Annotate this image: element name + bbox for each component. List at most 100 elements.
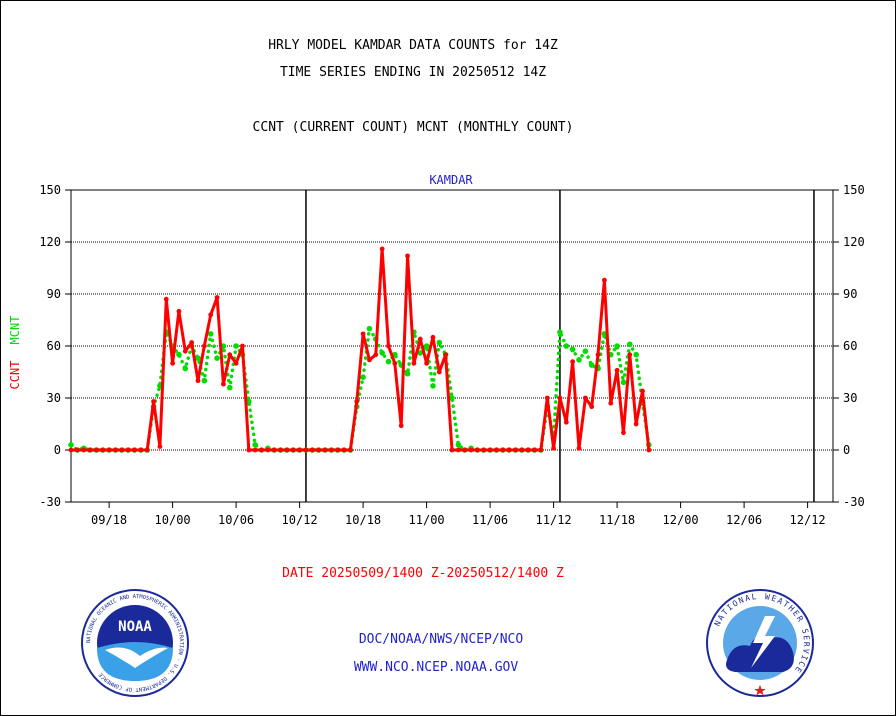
data-point-ccnt — [113, 447, 118, 453]
data-point-ccnt — [360, 331, 366, 337]
data-point-ccnt — [405, 253, 410, 259]
data-point-ccnt — [570, 359, 576, 364]
data-point-mcnt — [214, 355, 220, 361]
data-point-ccnt — [284, 447, 290, 453]
data-point-ccnt — [297, 447, 302, 453]
x-tick-label: 10/18 — [345, 513, 381, 527]
x-tick-label: 12/12 — [790, 513, 826, 527]
y-tick-label-right: 0 — [843, 443, 850, 457]
y-tick-label-left: 120 — [39, 235, 61, 249]
data-point-ccnt — [633, 421, 639, 427]
data-point-ccnt — [246, 447, 252, 453]
data-point-ccnt — [316, 447, 322, 453]
data-point-ccnt — [506, 447, 512, 453]
data-point-ccnt — [386, 343, 391, 349]
series-ccnt — [68, 246, 652, 453]
data-point-ccnt — [87, 447, 93, 453]
chart-title-line1: HRLY MODEL KAMDAR DATA COUNTS for 14Z — [268, 38, 558, 53]
series-line-ccnt — [69, 247, 651, 452]
data-point-ccnt — [608, 400, 614, 406]
x-tick-label: 09/18 — [91, 513, 127, 527]
data-point-ccnt — [81, 447, 87, 453]
data-point-ccnt — [354, 399, 360, 404]
footer-url: WWW.NCO.NCEP.NOAA.GOV — [353, 660, 519, 675]
data-point-ccnt — [582, 395, 588, 401]
x-tick-label: 12/06 — [726, 513, 762, 527]
footer-org: DOC/NOAA/NWS/NCEP/NCO — [358, 632, 524, 647]
y-tick-label-right: 60 — [843, 339, 857, 353]
data-point-ccnt — [259, 447, 264, 453]
data-point-mcnt — [226, 384, 233, 391]
star-icon — [754, 685, 766, 696]
data-point-mcnt — [455, 442, 462, 448]
data-point-ccnt — [322, 447, 328, 453]
data-point-ccnt — [595, 352, 601, 358]
y-axis-right: -30 0 30 60 90 120 150 — [833, 183, 865, 509]
data-point-ccnt — [176, 308, 182, 314]
data-point-ccnt — [335, 447, 341, 453]
y-tick-label-right: -30 — [843, 495, 865, 509]
data-point-ccnt — [309, 447, 315, 453]
data-point-ccnt — [551, 445, 556, 451]
date-range-label: DATE 20250509/1400 Z-20250512/1400 Z — [282, 566, 564, 581]
data-point-mcnt — [385, 358, 392, 365]
data-point-ccnt — [214, 295, 220, 300]
data-point-ccnt — [475, 447, 480, 453]
chart-title-line2: TIME SERIES ENDING IN 20250512 14Z — [279, 65, 547, 80]
data-point-mcnt — [233, 343, 239, 349]
data-point-mcnt — [588, 362, 595, 368]
data-point-ccnt — [341, 447, 347, 453]
data-point-ccnt — [163, 296, 169, 302]
data-point-ccnt — [151, 399, 156, 404]
x-tick-label: 10/06 — [218, 513, 254, 527]
data-point-ccnt — [468, 447, 474, 453]
data-point-ccnt — [576, 445, 582, 451]
x-tick-label: 11/00 — [409, 513, 445, 527]
data-point-ccnt — [68, 447, 74, 453]
data-point-ccnt — [494, 447, 499, 453]
data-point-mcnt — [620, 379, 627, 386]
data-point-ccnt — [132, 447, 137, 453]
data-point-ccnt — [201, 343, 207, 349]
data-point-ccnt — [138, 447, 144, 453]
data-point-ccnt — [455, 447, 461, 453]
x-tick-label: 12/00 — [663, 513, 699, 527]
data-point-mcnt — [563, 343, 570, 349]
data-point-ccnt — [392, 360, 398, 366]
data-point-ccnt — [525, 447, 531, 453]
y-tick-label-left: -30 — [39, 495, 61, 509]
chart-subtitle: CCNT (CURRENT COUNT) MCNT (MONTHLY COUNT… — [252, 120, 574, 135]
data-point-mcnt — [423, 343, 430, 349]
y-tick-label-left: 0 — [54, 443, 61, 457]
data-point-ccnt — [621, 430, 626, 436]
data-point-mcnt — [176, 351, 182, 358]
noaa-logo: NOAA NATIONAL OCEANIC AND ATMOSPHERIC AD… — [81, 589, 189, 697]
data-point-mcnt — [252, 442, 258, 448]
y-axis-label-left: CCNT — [8, 361, 22, 390]
data-point-ccnt — [74, 447, 80, 453]
data-point-ccnt — [328, 447, 334, 453]
y-tick-label-left: 60 — [47, 339, 61, 353]
data-point-mcnt — [379, 350, 385, 356]
data-point-ccnt — [614, 367, 620, 373]
data-point-ccnt — [170, 360, 176, 366]
noaa-logo-text: NOAA — [118, 619, 152, 635]
data-point-ccnt — [252, 447, 258, 453]
chart-svg: -30 0 30 60 90 120 150 -30 0 30 60 90 120 150 09/18 1… — [8, 173, 865, 527]
data-point-ccnt — [265, 447, 271, 453]
data-point-mcnt — [430, 383, 436, 389]
data-point-mcnt — [627, 341, 633, 348]
data-point-ccnt — [94, 447, 99, 453]
y-tick-label-right: 120 — [843, 235, 865, 249]
data-point-mcnt — [449, 395, 455, 401]
data-point-ccnt — [233, 360, 239, 366]
data-point-mcnt — [614, 343, 620, 349]
data-point-ccnt — [627, 352, 633, 358]
nws-logo: NATIONAL WEATHER SERVICE — [706, 589, 814, 697]
data-point-ccnt — [449, 447, 455, 453]
data-point-ccnt — [278, 447, 283, 453]
data-point-ccnt — [100, 447, 106, 453]
data-point-ccnt — [462, 447, 468, 453]
data-point-ccnt — [189, 340, 195, 345]
data-point-mcnt — [417, 350, 424, 356]
